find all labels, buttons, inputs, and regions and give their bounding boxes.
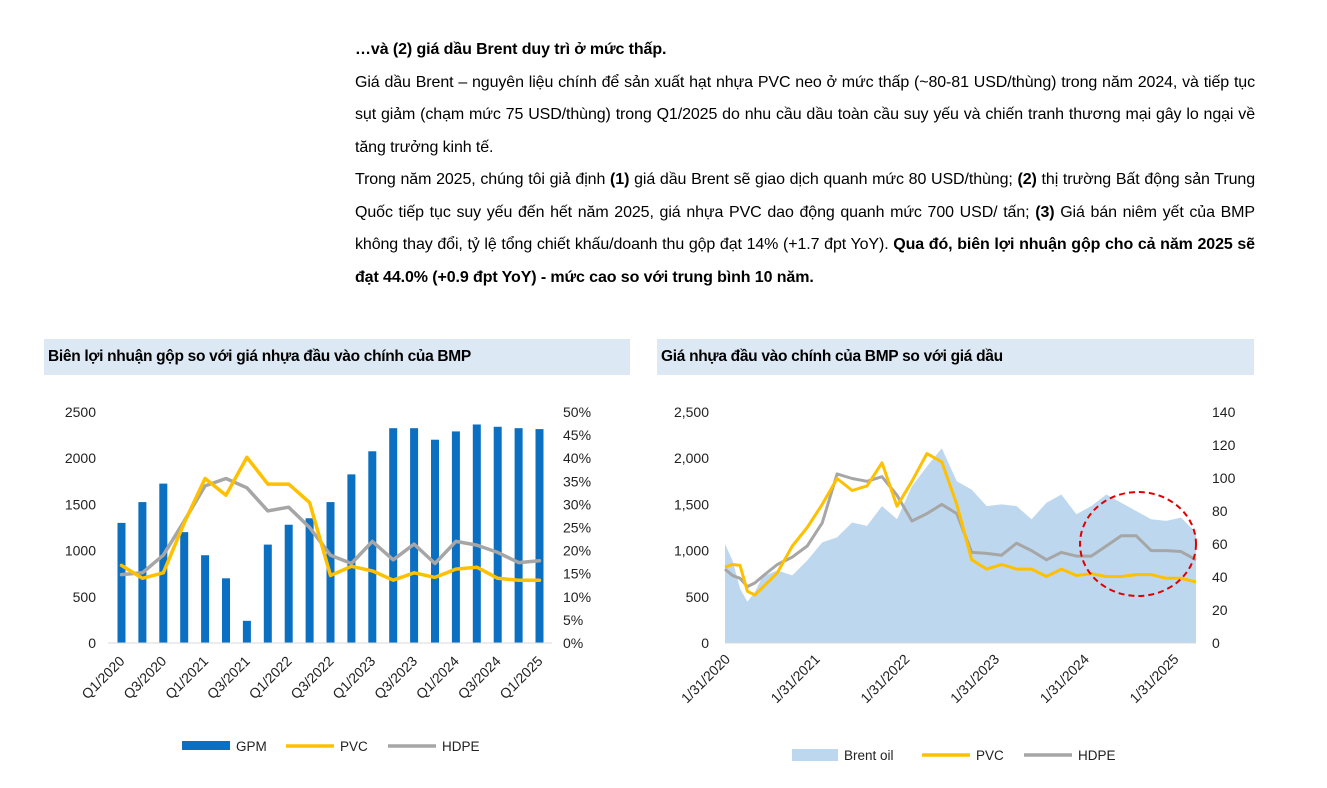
legend-swatch-brent: [792, 749, 838, 761]
right-y-tick-label: 5%: [563, 612, 583, 628]
right-y-tick-label: 20%: [563, 543, 591, 559]
left-x-tick-label: Q3/2024: [455, 653, 504, 702]
legend-swatch-gpm: [182, 741, 230, 750]
right-chart-left-tick-label: 1,000: [674, 543, 709, 559]
right-chart-right-tick-label: 60: [1212, 536, 1228, 552]
conclusion-text: Qua đó, biên lợi nhuận gộp cho cả năm 20…: [355, 236, 1255, 286]
gpm-bar: [180, 532, 189, 643]
brent-oil-area: [725, 448, 1196, 643]
right-chart-right-tick-label: 80: [1212, 503, 1228, 519]
left-y-tick-label: 2000: [65, 450, 96, 466]
assumption-1-marker: (1): [610, 171, 630, 188]
left-y-tick-label: 500: [73, 589, 97, 605]
gpm-bar: [389, 428, 398, 643]
right-y-tick-label: 15%: [563, 566, 591, 582]
right-x-tick-label: 1/31/2025: [1126, 651, 1182, 707]
legend-label-brent: Brent oil: [844, 748, 894, 763]
right-y-tick-label: 35%: [563, 473, 591, 489]
left-x-tick-label: Q1/2020: [78, 653, 127, 702]
legend-label-gpm: GPM: [236, 739, 267, 754]
right-y-tick-label: 40%: [563, 450, 591, 466]
right-x-tick-label: 1/31/2024: [1037, 651, 1093, 707]
left-x-tick-label: Q3/2023: [371, 653, 420, 702]
left-y-tick-label: 1500: [65, 496, 96, 512]
pvc-line-left: [119, 455, 542, 582]
commentary-heading: …và (2) giá dầu Brent duy trì ở mức thấp…: [355, 41, 667, 58]
left-x-tick-label: Q1/2024: [413, 653, 462, 702]
gpm-bar: [514, 428, 523, 643]
gpm-bar: [368, 451, 377, 643]
legend-label-hdpe-right: HDPE: [1078, 748, 1116, 763]
left-y-tick-label: 2500: [65, 404, 96, 420]
legend-label-pvc: PVC: [340, 739, 368, 754]
right-x-tick-label: 1/31/2022: [857, 651, 913, 707]
gpm-bar: [222, 578, 230, 643]
right-chart-left-tick-label: 500: [686, 589, 710, 605]
left-x-tick-label: Q1/2022: [246, 653, 295, 702]
left-x-tick-label: Q1/2021: [162, 653, 211, 702]
gpm-bar: [201, 555, 210, 643]
right-chart-right-tick-label: 20: [1212, 602, 1228, 618]
gpm-bar: [410, 428, 419, 643]
left-x-tick-label: Q3/2021: [204, 653, 253, 702]
left-x-tick-label: Q1/2023: [329, 653, 378, 702]
gpm-bar: [305, 518, 314, 643]
assumption-3-marker: (3): [1035, 203, 1055, 221]
right-chart-left-tick-label: 0: [701, 635, 709, 651]
hdpe-line-right: [724, 472, 1197, 589]
right-chart-left-tick-label: 1,500: [674, 496, 709, 512]
right-chart-right-tick-label: 120: [1212, 437, 1236, 453]
right-y-tick-label: 25%: [563, 520, 591, 536]
pvc-line-right: [724, 452, 1197, 597]
commentary-text: …và (2) giá dầu Brent duy trì ở mức thấp…: [355, 34, 1255, 294]
right-y-tick-label: 45%: [563, 427, 591, 443]
assumption-intro: Trong năm 2025, chúng tôi giả định: [355, 171, 611, 188]
assumption-2-text: thị trường Bất động sản Trung Quốc tiếp …: [355, 171, 1255, 221]
gpm-bar: [242, 620, 251, 643]
left-x-tick-label: Q1/2025: [496, 653, 545, 702]
assumption-2-marker: (2): [1017, 171, 1037, 188]
left-x-tick-label: Q3/2022: [287, 653, 336, 702]
right-x-tick-label: 1/31/2020: [678, 651, 734, 707]
right-chart-right-tick-label: 100: [1212, 470, 1236, 486]
gpm-bar: [117, 522, 126, 643]
left-chart-title: Biên lợi nhuận gộp so với giá nhựa đầu v…: [44, 339, 630, 375]
right-chart-left-tick-label: 2,000: [674, 450, 709, 466]
legend-label-pvc-right: PVC: [976, 748, 1004, 763]
left-y-tick-label: 1000: [65, 543, 96, 559]
gpm-bar: [493, 426, 502, 643]
assumption-1-text: giá dầu Brent sẽ giao dịch quanh mức 80 …: [629, 171, 1018, 188]
gpm-bar: [472, 424, 481, 643]
gpm-bar: [451, 431, 460, 643]
left-y-tick-label: 0: [88, 635, 96, 651]
right-x-tick-label: 1/31/2021: [767, 651, 823, 707]
paragraph-assumptions: Trong năm 2025, chúng tôi giả định (1) g…: [355, 164, 1255, 294]
gpm-bar: [347, 474, 356, 643]
gpm-bar: [535, 429, 544, 643]
gpm-bar: [159, 483, 168, 643]
gpm-bar: [284, 524, 293, 643]
highlight-ellipse: [1079, 491, 1197, 597]
assumption-3-text: Giá bán niêm yết của BMP không thay đổi,…: [355, 203, 1255, 254]
gpm-bar: [263, 544, 272, 643]
gpm-bar: [431, 439, 439, 643]
right-y-tick-label: 30%: [563, 496, 591, 512]
right-chart-right-tick-label: 0: [1212, 635, 1220, 651]
right-y-tick-label: 50%: [563, 404, 591, 420]
right-x-tick-label: 1/31/2023: [947, 651, 1003, 707]
right-chart-title: Giá nhựa đầu vào chính của BMP so với gi…: [657, 339, 1254, 375]
right-y-tick-label: 0%: [563, 635, 583, 651]
legend-label-hdpe: HDPE: [442, 739, 480, 754]
left-x-tick-label: Q3/2020: [120, 653, 169, 702]
right-chart-left-tick-label: 2,500: [674, 404, 709, 420]
right-chart-right-tick-label: 140: [1212, 404, 1236, 420]
right-y-tick-label: 10%: [563, 589, 591, 605]
paragraph-brent: Giá dầu Brent – nguyên liệu chính để sản…: [355, 73, 1255, 156]
right-chart-right-tick-label: 40: [1212, 569, 1228, 585]
